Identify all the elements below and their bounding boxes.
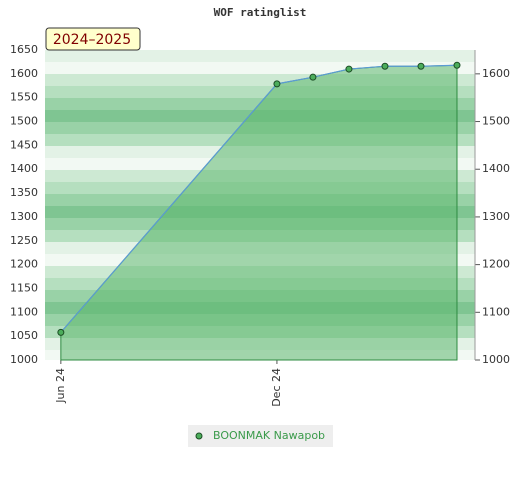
y-tick-label: 1500: [10, 115, 38, 128]
y-tick-label: 1550: [10, 91, 38, 104]
y-tick-label: 1200: [10, 258, 38, 271]
x-tick-label: Jun 24: [54, 368, 67, 404]
y-tick-label: 1150: [10, 281, 38, 294]
annotation: 2024–2025: [53, 32, 131, 48]
background-stripe: [45, 50, 475, 62]
point: [345, 65, 353, 73]
point: [309, 73, 317, 81]
point: [273, 80, 281, 88]
point: [417, 62, 425, 70]
y-tick-label: 1650: [10, 43, 38, 56]
y-tick-label: 1600: [10, 67, 38, 80]
y2-tick-label: 1200: [482, 258, 510, 271]
y-tick-label: 1050: [10, 329, 38, 342]
y2-tick-label: 1100: [482, 305, 510, 318]
point: [381, 62, 389, 70]
y2-tick-label: 1500: [482, 115, 510, 128]
legend-marker: [195, 432, 203, 440]
y-tick-label: 1100: [10, 305, 38, 318]
y2-tick-label: 1400: [482, 162, 510, 175]
y2-tick-label: 1300: [482, 210, 510, 223]
y-tick-label: 1350: [10, 186, 38, 199]
y2-tick-label: 1000: [482, 353, 510, 366]
x-tick-label: Dec 24: [270, 368, 283, 407]
y-tick-label: 1450: [10, 138, 38, 151]
point: [57, 328, 65, 336]
point: [453, 61, 461, 69]
legend-box: [188, 425, 333, 447]
chart-title: WOF ratinglist: [214, 6, 307, 19]
y-tick-label: 1400: [10, 162, 38, 175]
y2-tick-label: 1600: [482, 67, 510, 80]
y-tick-label: 1000: [10, 353, 38, 366]
y-tick-label: 1300: [10, 210, 38, 223]
legend-label: BOONMAK Nawapob: [213, 429, 325, 442]
annotation-box: [45, 27, 141, 51]
y-tick-label: 1250: [10, 234, 38, 247]
